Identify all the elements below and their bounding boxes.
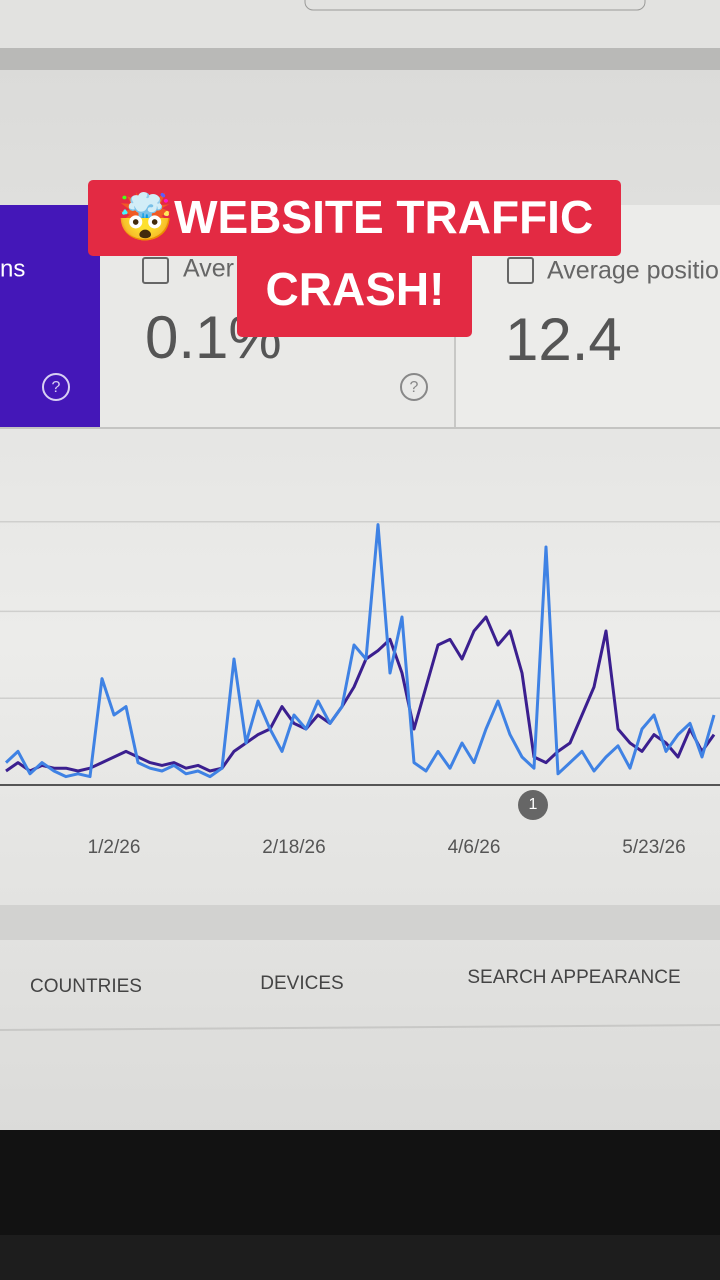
help-icon: [400, 373, 428, 401]
top-shadow: [0, 48, 720, 70]
checkbox[interactable]: [142, 257, 169, 284]
series-line: [5, 615, 716, 773]
tab[interactable]: DEVICES: [260, 973, 343, 994]
x-tick-label: 1/2/26: [88, 837, 141, 858]
checkbox[interactable]: [507, 257, 534, 284]
tab[interactable]: COUNTRIES: [30, 976, 142, 997]
annotation-marker: [518, 790, 548, 820]
card-label: ns: [0, 255, 25, 282]
caption-box: [88, 180, 621, 256]
monitor-edge: [0, 1235, 720, 1280]
divider: [0, 1024, 720, 1031]
caption-box: [237, 250, 472, 337]
card-label: Aver: [183, 255, 234, 283]
caption: CRASH!: [266, 263, 445, 315]
chart: 1/2/26 2/18/26 4/6/26 5/23/26 1: [0, 521, 720, 858]
help-icon: [42, 373, 70, 401]
top-bar: [0, 0, 720, 48]
x-tick-label: 2/18/26: [262, 837, 325, 858]
tab-bar-shadow: [0, 905, 720, 940]
tab[interactable]: SEARCH APPEARANCE: [467, 967, 680, 988]
card-value: 12.4: [505, 306, 622, 373]
annotation-label: 1: [529, 796, 538, 813]
x-tick-label: 5/23/26: [622, 837, 685, 858]
help-icon-glyph: ?: [52, 379, 61, 396]
caption: 🤯WEBSITE TRAFFIC: [117, 191, 593, 243]
card-selected: [0, 205, 100, 427]
help-icon-glyph: ?: [410, 379, 419, 396]
card-label: Average positio: [547, 257, 719, 285]
series-line: [4, 523, 716, 779]
button: [304, 0, 646, 11]
x-tick-label: 4/6/26: [448, 837, 501, 858]
